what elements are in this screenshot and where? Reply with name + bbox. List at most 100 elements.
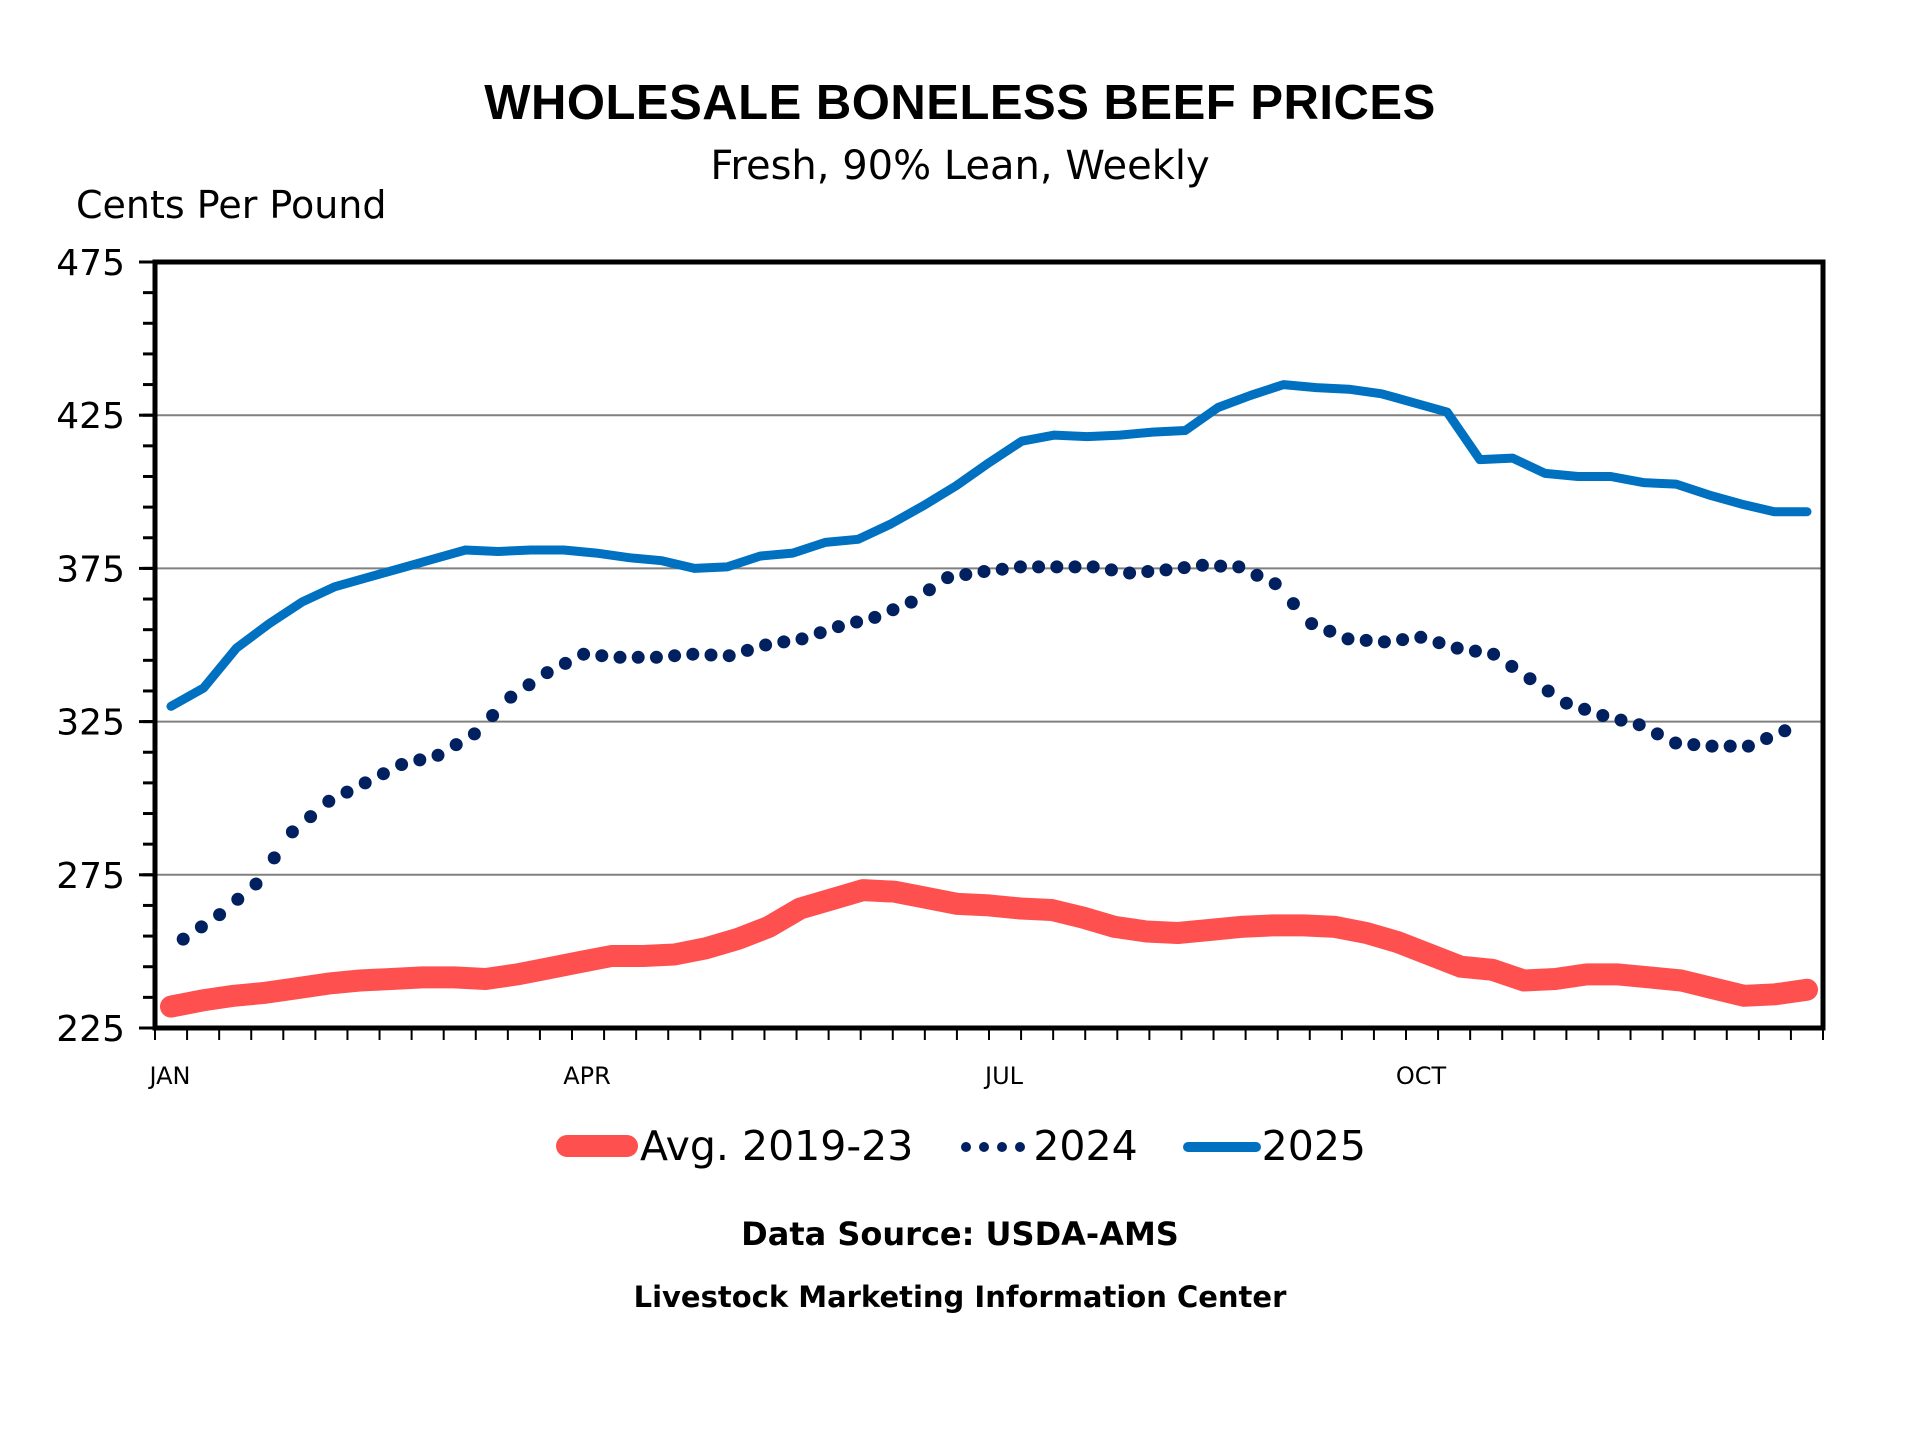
line-2025 — [166, 380, 1812, 711]
dot-2024 — [1032, 560, 1046, 574]
dot-2024 — [340, 785, 354, 799]
data-point-2024 — [540, 666, 554, 680]
line-avg-2019-23 — [160, 879, 1818, 1018]
data-point-2024 — [1596, 709, 1610, 722]
data-point-2024 — [1778, 724, 1792, 738]
dot-2024 — [194, 920, 208, 934]
gridlines — [155, 414, 1823, 876]
legend-swatch-2024 — [961, 1142, 1026, 1152]
data-point-2024 — [1414, 630, 1428, 644]
dot-2024 — [1323, 624, 1337, 638]
dot-2024 — [1177, 561, 1191, 575]
dot-2024 — [231, 892, 245, 906]
data-point-2024 — [358, 776, 372, 790]
series-group — [160, 380, 1818, 1018]
series-2025 — [166, 380, 1812, 711]
data-point-2024 — [1669, 736, 1683, 750]
data-point-2024 — [1195, 558, 1209, 572]
data-point-2024 — [504, 690, 518, 704]
dot-2024 — [959, 568, 973, 581]
data-point-2024 — [759, 638, 773, 652]
dot-2024 — [413, 753, 427, 767]
dot-2024 — [1214, 559, 1228, 573]
y-tick-label: 325 — [56, 703, 125, 744]
dot-2024 — [1396, 633, 1410, 647]
data-point-2024 — [1013, 560, 1027, 574]
dot-2024 — [1250, 568, 1264, 582]
dot-2024 — [922, 583, 936, 597]
data-point-2024 — [1159, 563, 1173, 577]
legend-label-avg: Avg. 2019-23 — [640, 1122, 914, 1170]
dot-2024 — [376, 767, 390, 781]
dot-2024 — [1650, 727, 1664, 741]
data-point-2024 — [1523, 672, 1537, 686]
dot-2024 — [1468, 644, 1482, 658]
data-point-2024 — [941, 571, 955, 585]
data-point-2024 — [613, 650, 627, 664]
dot-2024 — [850, 615, 864, 629]
data-point-2024 — [395, 758, 409, 771]
dot-2024 — [304, 810, 318, 824]
dot-2024 — [1359, 633, 1373, 647]
y-axis-ticks: 225 275 325 375 425 475 — [56, 243, 155, 1050]
legend-label-2025: 2025 — [1261, 1122, 1366, 1170]
legend-item-2025: 2025 — [1182, 1122, 1366, 1170]
dot-2024 — [486, 709, 500, 722]
x-tick-label-apr: APR — [563, 1062, 611, 1090]
data-point-2024 — [322, 794, 336, 808]
series-2024 — [176, 558, 1792, 946]
chart-subtitle: Fresh, 90% Lean, Weekly — [710, 143, 1210, 189]
dot-2024 — [777, 635, 791, 649]
dot-2024 — [668, 649, 682, 663]
y-axis-label: Cents Per Pound — [76, 183, 387, 227]
dot-2024 — [886, 603, 900, 617]
dot-2024 — [1104, 563, 1118, 577]
series-avg-2019-23 — [160, 879, 1818, 1018]
x-tick-label-jan: JAN — [147, 1062, 190, 1090]
data-point-2024 — [649, 650, 663, 664]
dot-2024 — [995, 562, 1009, 576]
data-point-2024 — [1341, 632, 1355, 646]
legend-swatch-2025 — [1182, 1142, 1261, 1152]
x-tick-label-oct: OCT — [1396, 1062, 1447, 1090]
data-point-2024 — [431, 748, 445, 762]
dot-2024 — [704, 648, 718, 662]
dot-2024 — [1541, 684, 1555, 698]
dot-2024 — [1687, 738, 1701, 752]
data-point-2024 — [722, 649, 736, 663]
y-tick-label: 425 — [56, 396, 125, 437]
data-point-2024 — [795, 632, 809, 646]
dot-2024 — [1578, 702, 1592, 716]
legend-label-2024: 2024 — [1033, 1122, 1138, 1170]
legend-swatch-avg — [556, 1135, 638, 1157]
y-tick-label: 275 — [56, 856, 125, 897]
data-point-2024 — [1232, 560, 1246, 574]
data-point-2024 — [904, 595, 918, 609]
data-source-note: Data Source: USDA-AMS — [741, 1215, 1179, 1253]
dot-2024 — [1505, 659, 1519, 673]
data-point-2024 — [1123, 566, 1137, 580]
dot-2024 — [449, 738, 463, 752]
data-point-2024 — [1705, 739, 1719, 753]
data-point-2024 — [1268, 577, 1282, 591]
y-tick-label: 225 — [56, 1009, 125, 1050]
dot-2024 — [595, 649, 609, 663]
data-point-2024 — [977, 565, 991, 578]
dot-2024 — [522, 678, 536, 692]
chart-title: WHOLESALE BONELESS BEEF PRICES — [484, 76, 1436, 130]
data-point-2024 — [249, 877, 263, 891]
data-point-2024 — [831, 620, 845, 634]
dot-2024 — [1760, 732, 1774, 745]
dot-2024 — [631, 650, 645, 664]
data-point-2024 — [868, 610, 882, 624]
data-point-2024 — [1305, 617, 1319, 631]
y-tick-label: 475 — [56, 243, 125, 284]
dot-2024 — [1432, 636, 1446, 650]
data-point-2024 — [467, 727, 481, 741]
dot-2024 — [1723, 739, 1737, 753]
data-point-2024 — [285, 825, 299, 839]
legend: Avg. 2019-23 2024 2025 — [0, 1122, 1920, 1170]
data-point-2024 — [1487, 647, 1501, 661]
data-point-2024 — [1450, 641, 1464, 655]
